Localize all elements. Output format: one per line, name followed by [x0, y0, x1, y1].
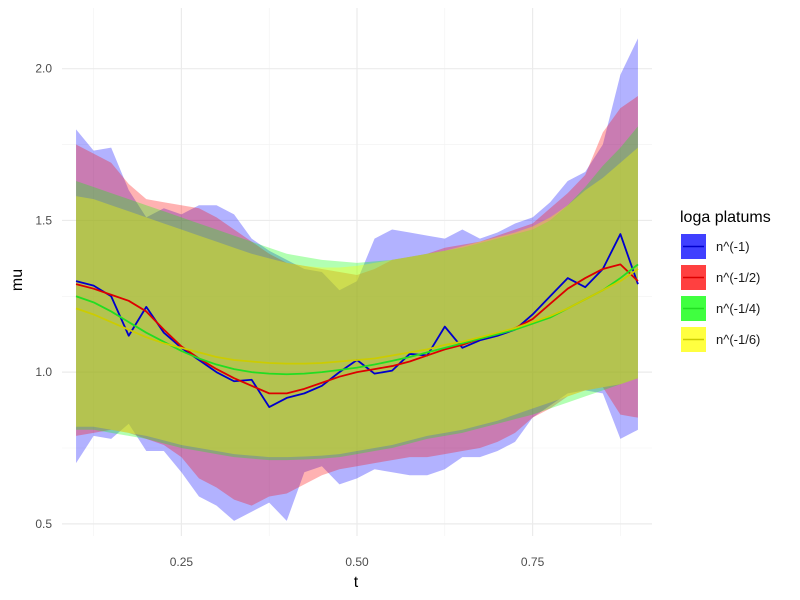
x-tick-label: 0.25: [170, 555, 194, 569]
x-axis-title: t: [354, 574, 359, 591]
legend-item: n^(-1/6): [681, 327, 760, 352]
legend-title: loga platums: [680, 209, 771, 226]
legend: loga platums n^(-1) n^(-1/2) n^(-1/4) n^(-1…: [680, 209, 771, 352]
axes: 0.25 0.50 0.75 0.5 1.0 1.5 2.0: [35, 62, 544, 569]
series-lines: [75, 233, 639, 408]
y-tick-label: 2.0: [35, 62, 52, 76]
line-series-4: [75, 268, 639, 365]
x-tick-label: 0.75: [521, 555, 545, 569]
y-tick-label: 1.5: [35, 213, 52, 227]
y-axis-title: mu: [9, 269, 26, 291]
band-series-2: [76, 96, 638, 506]
legend-label: n^(-1/2): [716, 270, 760, 285]
line-series-2: [75, 263, 639, 395]
confidence-bands: [76, 38, 638, 521]
legend-item: n^(-1/2): [681, 265, 760, 290]
band-series-1: [76, 38, 638, 521]
grid: [62, 8, 652, 536]
band-series-3: [76, 126, 638, 461]
x-tick-label: 0.50: [345, 555, 369, 569]
y-tick-label: 1.0: [35, 365, 52, 379]
legend-label: n^(-1/6): [716, 332, 760, 347]
legend-label: n^(-1): [716, 239, 750, 254]
band-series-4: [76, 147, 638, 458]
legend-item: n^(-1): [681, 234, 750, 259]
y-tick-label: 0.5: [35, 517, 52, 531]
legend-label: n^(-1/4): [716, 301, 760, 316]
legend-item: n^(-1/4): [681, 296, 760, 321]
